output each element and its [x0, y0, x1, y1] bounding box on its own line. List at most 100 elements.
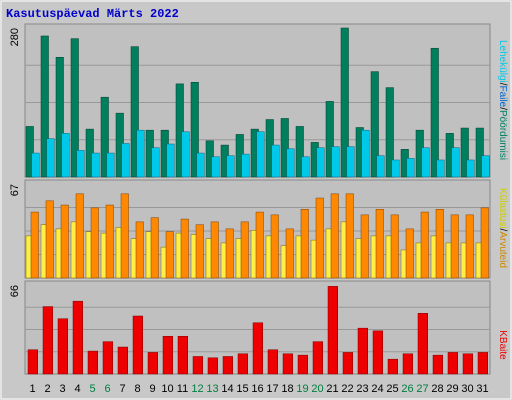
x-tick-label: 4 [74, 383, 80, 395]
files-bar [226, 155, 235, 178]
x-tick-label: 7 [119, 383, 125, 395]
kbytes-bar [207, 357, 218, 375]
legend-visits: Külastusi [497, 188, 508, 229]
files-bar [316, 147, 325, 178]
files-bar [331, 146, 340, 178]
kbytes-bar [462, 353, 473, 375]
files-bar [196, 152, 205, 178]
pages-bar [175, 83, 184, 178]
hits-bar [105, 204, 114, 279]
hits-bar [360, 214, 369, 279]
hits-bar [120, 193, 129, 279]
kbytes-bar [192, 356, 203, 375]
files-bar [166, 143, 175, 178]
hits-bar [165, 231, 174, 279]
x-tick-label: 14 [221, 383, 233, 395]
x-tick-label: 30 [461, 383, 473, 395]
files-bar [211, 156, 220, 178]
files-bar [391, 159, 400, 178]
pages-bar [100, 96, 109, 178]
x-tick-label: 5 [89, 383, 95, 395]
x-tick-label: 15 [236, 383, 248, 395]
files-bar [451, 147, 460, 178]
kbytes-bar [72, 300, 83, 375]
hits-bar [435, 209, 444, 279]
x-tick-label: 26 [401, 383, 413, 395]
kbytes-bar [387, 358, 398, 375]
pages-bar [325, 101, 334, 178]
kbytes-bar [312, 341, 323, 375]
hits-bar [375, 209, 384, 279]
x-tick-label: 16 [251, 383, 263, 395]
x-tick-label: 23 [356, 383, 368, 395]
hits-bar [480, 207, 489, 279]
files-bar [181, 131, 190, 178]
kbytes-bar [222, 356, 233, 375]
hits-bar [180, 218, 189, 279]
legend-computers: Arvuteid [497, 231, 508, 268]
files-bar [61, 133, 70, 178]
hits-bar [450, 214, 459, 279]
kbytes-bar [147, 352, 158, 375]
files-bar [256, 131, 265, 178]
x-tick-label: 19 [296, 383, 308, 395]
kbytes-scale-label: 66 [9, 285, 21, 297]
kbytes-bar [417, 313, 428, 375]
x-tick-label: 17 [266, 383, 278, 395]
pages-bar [130, 46, 139, 178]
hits-bar [330, 193, 339, 279]
hits-bar [390, 214, 399, 279]
pages-bar [340, 27, 349, 178]
pages-bar [370, 71, 379, 178]
files-bar [136, 129, 145, 178]
pages-files-panel: 280 [9, 23, 491, 178]
kbytes-bar [132, 315, 143, 375]
x-tick-label: 29 [446, 383, 458, 395]
files-bar [31, 152, 40, 178]
kbytes-bar [432, 354, 443, 375]
x-tick-label: 3 [59, 383, 65, 395]
hits-bar [465, 214, 474, 279]
hits-bar [405, 228, 414, 279]
hits-bar [30, 211, 39, 279]
hits-bar [75, 193, 84, 279]
hits-visits-panel: 67 [9, 179, 491, 279]
kbytes-bar [477, 352, 488, 375]
x-tick-label: 22 [341, 383, 353, 395]
x-tick-label: 1 [29, 383, 35, 395]
kbytes-bar [252, 322, 263, 375]
hits-bar [255, 211, 264, 279]
kbytes-bar [27, 349, 38, 375]
kbytes-bar [267, 349, 278, 375]
kbytes-bar [342, 352, 353, 375]
kbytes-bar [42, 306, 53, 375]
files-bar [406, 158, 415, 178]
files-bar [466, 159, 475, 178]
x-tick-label: 21 [326, 383, 338, 395]
x-tick-label: 25 [386, 383, 398, 395]
files-bar [76, 150, 85, 178]
x-tick-label: 24 [371, 383, 383, 395]
pages-bar [460, 127, 469, 178]
hits-bar [270, 214, 279, 279]
kbytes-bar [117, 346, 128, 375]
legend-pages: Lehekülgi [497, 40, 508, 83]
files-bar [91, 152, 100, 178]
x-tick-label: 6 [104, 383, 110, 395]
kbytes-bar [357, 327, 368, 375]
files-bar [481, 155, 490, 178]
hits-bar [90, 207, 99, 279]
x-tick-label: 31 [476, 383, 488, 395]
files-bar [346, 146, 355, 178]
hits-bar [225, 228, 234, 279]
pages-bar [475, 127, 484, 178]
files-bar [421, 147, 430, 178]
side-legend: Külastusi/Arvuteid [497, 188, 508, 268]
x-tick-label: 27 [416, 383, 428, 395]
files-bar [301, 156, 310, 178]
legend-hits: Pöördumisi [497, 110, 508, 160]
files-bar [121, 143, 130, 178]
hits-bar [135, 221, 144, 279]
kbytes-panel: 66 [9, 280, 491, 375]
